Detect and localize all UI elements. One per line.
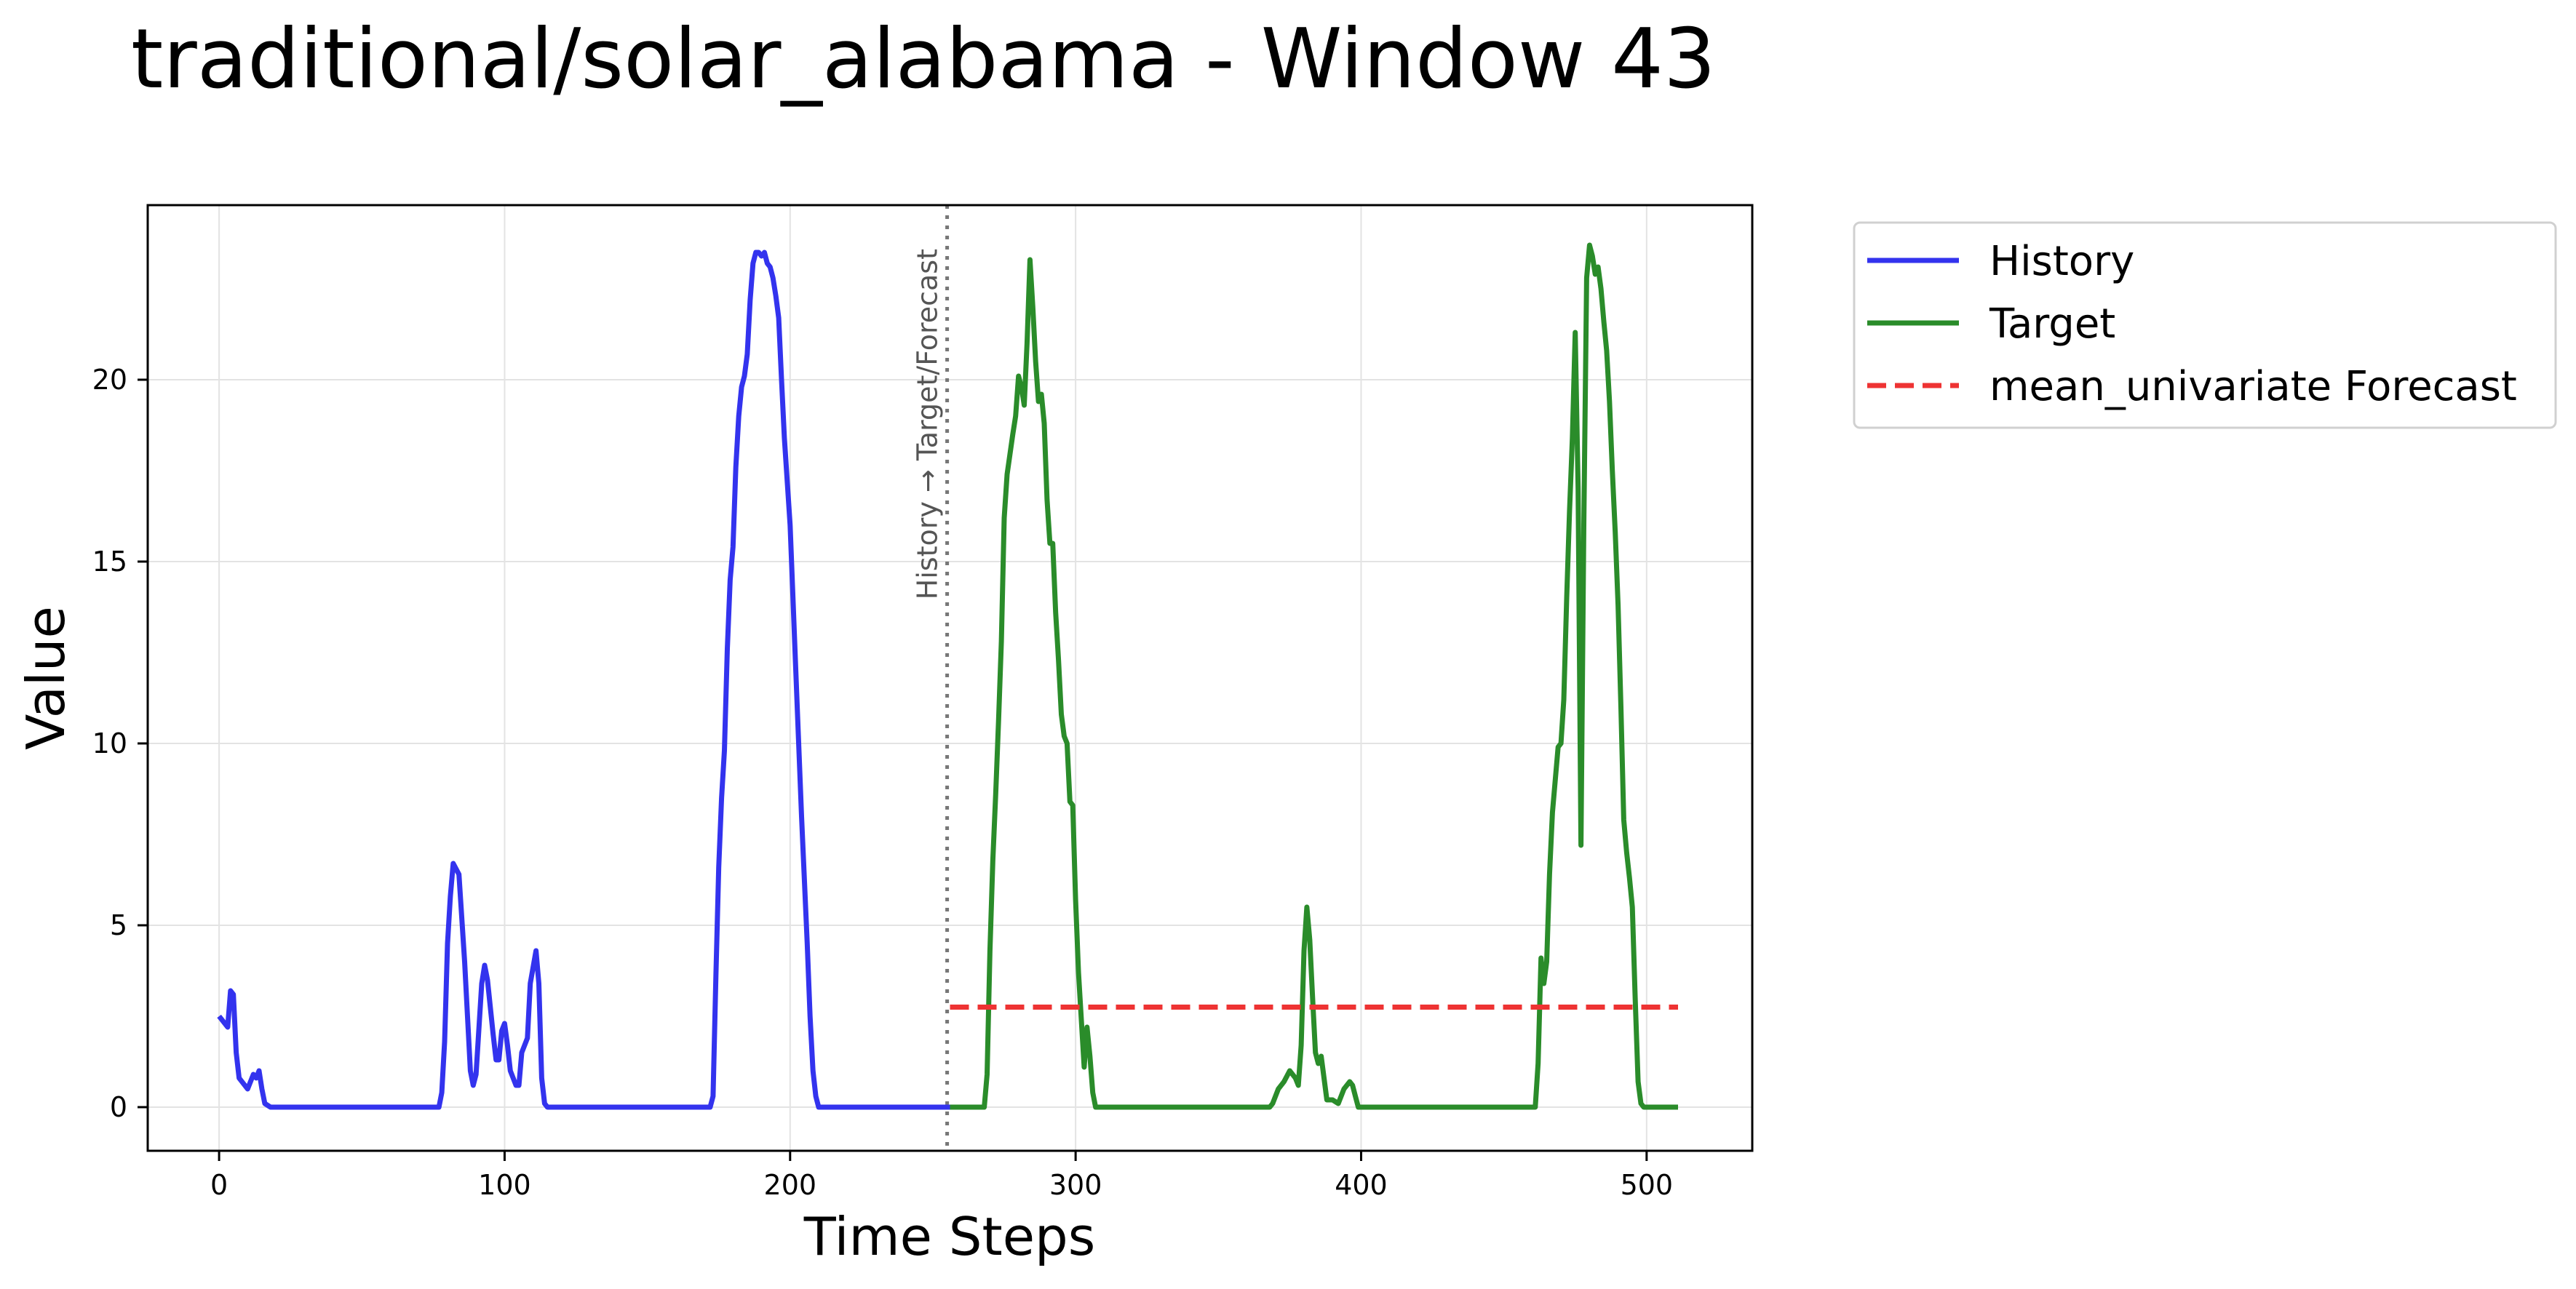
legend-label: mean_univariate Forecast	[1989, 363, 2517, 410]
x-tick-label: 0	[210, 1169, 228, 1201]
y-tick-label: 5	[110, 909, 127, 941]
plot-border	[146, 204, 1754, 1152]
x-tick-label: 100	[478, 1169, 531, 1201]
y-tick-label: 10	[92, 727, 127, 759]
ticks: 0 100 200 300 400 500 0 5 10 15 20	[92, 364, 1673, 1201]
x-tick-label: 300	[1049, 1169, 1102, 1201]
series-group	[217, 242, 1678, 1110]
plot-area	[148, 205, 1752, 1151]
chart-title: traditional/solar_alabama - Window 43	[131, 11, 1716, 107]
legend-label: Target	[1989, 300, 2115, 348]
x-tick-label: 500	[1621, 1169, 1674, 1201]
x-axis-label: Time Steps	[803, 1206, 1096, 1267]
split-annotation: History → Target/Forecast	[912, 249, 944, 599]
y-tick-label: 15	[92, 546, 127, 578]
x-tick-label: 400	[1335, 1169, 1388, 1201]
legend: History Target mean_univariate Forecast	[1853, 221, 2557, 429]
legend-label: History	[1989, 238, 2134, 285]
y-tick-label: 20	[92, 364, 127, 396]
legend-box	[1853, 221, 2557, 429]
y-axis-label: Value	[15, 606, 76, 750]
series-line-0	[217, 250, 950, 1110]
series-line-1	[950, 242, 1678, 1110]
y-tick-label: 0	[110, 1091, 127, 1123]
x-tick-label: 200	[764, 1169, 817, 1201]
